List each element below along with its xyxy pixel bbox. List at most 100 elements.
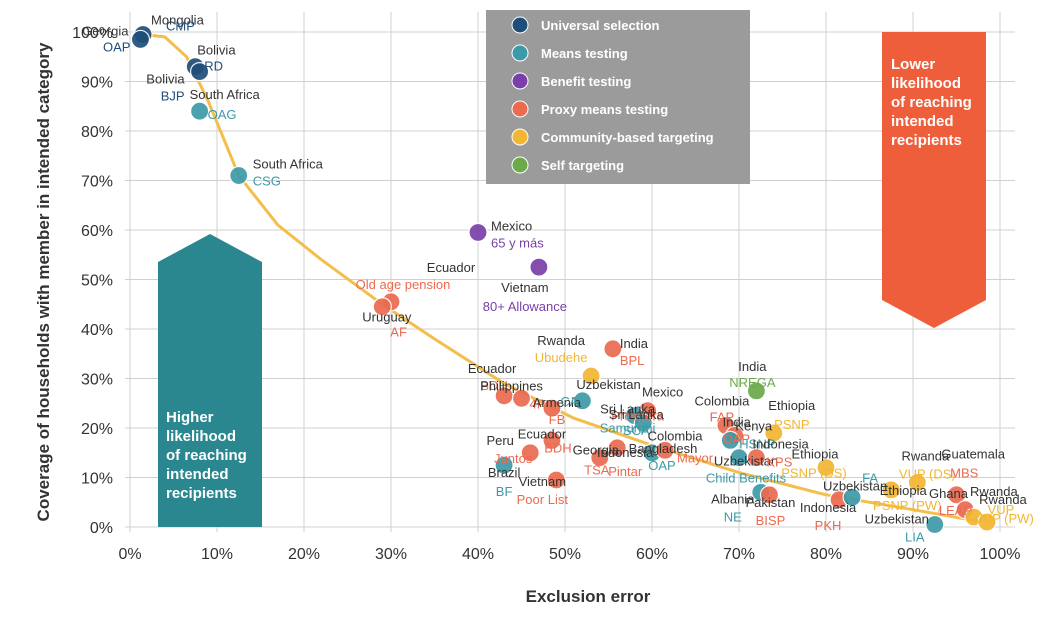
data-point-means (842, 487, 862, 507)
legend-label: Community-based targeting (541, 130, 714, 145)
data-point-proxy (607, 438, 627, 458)
point-country-label: Ethiopia (768, 398, 816, 413)
point-program-label: Prospera (611, 409, 665, 424)
point-country-label: Sri Lanka (609, 407, 665, 422)
legend-swatch (511, 44, 529, 62)
data-point-means (633, 413, 653, 433)
point-program-label: FA (862, 470, 878, 485)
point-program-label: LIA (905, 530, 925, 545)
point-country-label: Brazil (488, 465, 521, 480)
data-point-community (816, 458, 836, 478)
axes: Exclusion error Coverage of households w… (34, 42, 651, 606)
data-point-proxy (520, 443, 540, 463)
point-country-label: Philippines (480, 378, 543, 393)
point-country-label: South Africa (253, 157, 324, 172)
data-point-universal (130, 29, 151, 50)
point-country-label: Indonesia (597, 445, 654, 460)
point-country-label: Ethiopia (792, 447, 840, 462)
point-program-label: Pintar (608, 464, 643, 479)
data-point-proxy (746, 448, 767, 468)
higher-likelihood-text: likelihood (166, 428, 236, 445)
point-program-label: CA (560, 394, 578, 409)
point-program-label: CMP (166, 18, 195, 33)
y-tick-label: 60% (81, 223, 113, 240)
point-program-label: PSNP (774, 417, 809, 432)
point-program-label: VUP (DS) (899, 466, 956, 481)
lower-likelihood-text: of reaching (891, 94, 972, 111)
point-country-label: South Africa (190, 87, 261, 102)
point-country-label: Colombia (648, 428, 704, 443)
point-program-label: NREGA (729, 375, 776, 390)
point-program-label: PSNP (PW) (873, 498, 941, 513)
point-program-label: OAP (648, 458, 675, 473)
legend-swatch (511, 128, 529, 146)
x-tick-label: 100% (980, 546, 1021, 563)
point-program-label: TSA (584, 463, 610, 478)
point-program-label: MBS (950, 466, 979, 481)
point-program-label: Old age pension (356, 277, 451, 292)
point-country-label: Uzbekistan (823, 478, 887, 493)
y-tick-label: 0% (90, 520, 113, 537)
point-program-label: BPL (620, 353, 645, 368)
point-country-label: Uzbekistan (714, 454, 778, 469)
x-tick-label: 40% (462, 546, 494, 563)
point-program-label: VUP (988, 502, 1015, 517)
point-program-label: BF (496, 484, 513, 499)
x-tick-label: 80% (810, 546, 842, 563)
higher-likelihood-text: recipients (166, 485, 237, 502)
point-program-label: VUP (PW) (974, 511, 1034, 526)
point-program-label: LEAP (939, 503, 972, 518)
point-country-label: Pakistan (746, 495, 796, 510)
point-program-label: OAG (208, 107, 237, 122)
x-tick-label: 60% (636, 546, 668, 563)
data-point-proxy (511, 388, 532, 408)
data-point-community (581, 366, 601, 386)
point-program-label: 4P (530, 396, 546, 411)
y-tick-label: 80% (81, 124, 113, 141)
point-program-label: NE (724, 509, 742, 524)
lower-likelihood-text: likelihood (891, 75, 961, 92)
higher-likelihood-arrow (158, 234, 262, 527)
point-country-label: Rwanda (979, 492, 1027, 507)
point-country-label: Vietnam (501, 280, 548, 295)
legend-swatch (511, 100, 529, 118)
y-tick-label: 100% (72, 25, 113, 42)
higher-likelihood-text: of reaching (166, 447, 247, 464)
point-country-label: Uruguay (362, 310, 412, 325)
lower-likelihood-arrow (882, 32, 986, 328)
point-country-label: Bolivia (146, 72, 185, 87)
point-program-label: Ubudehe (535, 350, 588, 365)
point-program-label: RD (204, 59, 223, 74)
point-country-label: India (620, 336, 649, 351)
data-point-community (764, 423, 784, 443)
point-program-label: FAP (710, 410, 735, 425)
point-country-label: Georgia (573, 443, 620, 458)
data-point-benefit (468, 222, 488, 243)
point-country-label: India (738, 359, 767, 374)
legend-label: Means testing (541, 46, 628, 61)
legend-label: Proxy means testing (541, 102, 668, 117)
point-country-label: Mexico (642, 385, 683, 400)
legend-swatch (511, 16, 529, 34)
point-country-label: Albania (711, 491, 755, 506)
point-country-label: Colombia (694, 394, 750, 409)
legend-swatch (511, 156, 529, 174)
x-axis-title: Exclusion error (526, 587, 651, 606)
point-country-label: Uzbekistan (865, 512, 929, 527)
y-tick-label: 50% (81, 273, 113, 290)
point-country-label: Mongolia (151, 12, 205, 27)
data-point-proxy (542, 430, 562, 450)
point-program-label: 65 y más (491, 235, 544, 250)
y-tick-label: 20% (81, 421, 113, 438)
annotation-arrows: Higher likelihood of reaching intended recip… (158, 32, 986, 527)
lower-likelihood-text: Lower (891, 56, 935, 73)
data-point-proxy (603, 339, 623, 359)
x-tick-label: 10% (201, 546, 233, 563)
data-point-means (720, 430, 740, 450)
point-program-label: OAP (103, 39, 130, 54)
data-point-means (229, 165, 249, 186)
x-tick-label: 30% (375, 546, 407, 563)
higher-likelihood-text: Higher (166, 409, 214, 426)
